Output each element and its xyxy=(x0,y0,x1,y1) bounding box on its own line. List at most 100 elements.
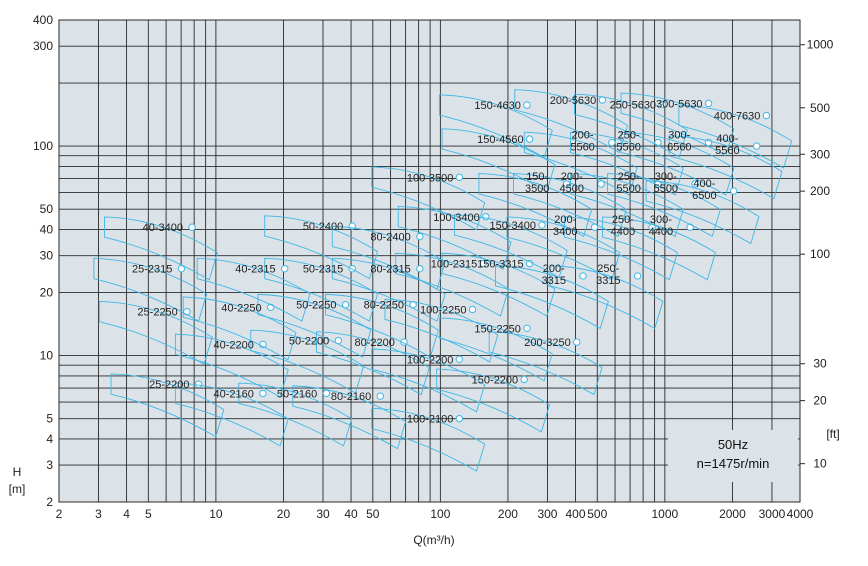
pump-model-label: 250-5500 xyxy=(616,171,640,195)
pump-model-label: 40-2160 xyxy=(213,388,253,400)
bep-marker xyxy=(597,180,605,188)
plot-area xyxy=(58,19,801,503)
bep-marker xyxy=(322,389,331,398)
pump-curve xyxy=(514,89,629,154)
pump-curve xyxy=(331,225,446,290)
bep-marker xyxy=(729,187,738,195)
bep-marker xyxy=(562,180,571,188)
x-tick-label: 3000 xyxy=(759,507,786,521)
pump-model-label: 400-6500 xyxy=(692,178,716,202)
pump-model-label: 200-3250 xyxy=(524,337,571,349)
pump-model-label: 100-2200 xyxy=(407,354,454,366)
pump-curve xyxy=(182,296,297,361)
pump-model-label: 100-2100 xyxy=(407,414,454,426)
pump-curve xyxy=(104,216,218,281)
bep-marker xyxy=(633,272,642,280)
x-tick-label: 5 xyxy=(145,507,152,521)
pump-model-label: 80-2200 xyxy=(355,337,395,349)
pump-curve xyxy=(678,104,793,169)
pump-model-label: 150-4630 xyxy=(474,100,521,112)
bep-marker xyxy=(416,264,424,273)
pump-curve xyxy=(331,257,446,322)
bep-marker xyxy=(573,338,581,346)
pump-curve xyxy=(371,348,486,413)
pump-model-label: 40-2200 xyxy=(213,339,253,351)
x-tick-label: 100 xyxy=(430,507,450,521)
pump-curve xyxy=(371,407,486,472)
bep-marker xyxy=(416,232,424,241)
pump-curve xyxy=(438,317,553,382)
pump-curve xyxy=(620,131,735,196)
pump-model-label: 150-2250 xyxy=(474,323,521,335)
pump-curve xyxy=(453,214,568,279)
bep-marker xyxy=(762,111,771,120)
pump-model-labels: 25-2200 25-2250 25-2315 40-3400 40-2160 40-22… xyxy=(132,95,760,426)
y-tick-label: 3 xyxy=(46,458,53,472)
y-axis-unit-label: [m] xyxy=(9,482,26,496)
bep-marker xyxy=(525,259,534,268)
pump-model-label: 100-3400 xyxy=(433,212,480,224)
bep-marker xyxy=(194,380,203,388)
x-tick-label: 20 xyxy=(277,507,291,521)
right-axis-unit-label: [ft] xyxy=(826,427,839,441)
pump-model-label: 50-2315 xyxy=(303,264,343,276)
pump-curve xyxy=(478,173,593,238)
y-tick-label: 400 xyxy=(33,13,53,27)
y-tick-label: 40 xyxy=(40,222,54,236)
y-tick-label: 30 xyxy=(40,249,54,263)
pump-model-label: 300-5630 xyxy=(656,98,703,110)
pump-model-label: 40-3400 xyxy=(143,222,183,234)
y-tick-label: 5 xyxy=(46,412,53,426)
x-tick-label: 40 xyxy=(344,507,358,521)
x-tick-label: 4000 xyxy=(787,507,814,521)
pump-model-label: 100-3500 xyxy=(407,172,454,184)
pump-model-label: 150-3400 xyxy=(489,220,536,232)
pump-curve xyxy=(174,333,289,398)
bep-marker xyxy=(691,180,699,188)
pump-model-label: 80-2400 xyxy=(370,232,410,244)
y-right-tick-label: 100 xyxy=(810,247,830,261)
pump-curve xyxy=(513,173,627,238)
y-tick-label: 50 xyxy=(40,202,54,216)
pump-curve xyxy=(495,265,609,330)
x-tick-label: 30 xyxy=(316,507,330,521)
pump-model-label: 150-2200 xyxy=(472,374,519,386)
y-right-tick-label: 10 xyxy=(813,457,827,471)
pump-model-label: 300-4400 xyxy=(649,214,673,238)
bep-marker xyxy=(177,264,186,273)
pump-curve xyxy=(384,298,499,363)
x-tick-label: 1000 xyxy=(652,507,679,521)
bep-marker xyxy=(280,264,289,273)
bep-marker xyxy=(482,213,490,221)
bep-marker xyxy=(188,223,196,231)
pump-curve xyxy=(620,92,735,157)
pump-curve xyxy=(488,331,603,396)
pump-model-label: 25-2250 xyxy=(137,307,177,319)
pump-curve xyxy=(264,215,379,280)
pump-model-label: 200-3400 xyxy=(553,214,577,238)
pump-curve xyxy=(441,252,556,317)
y-right-tick-label: 1000 xyxy=(807,38,834,52)
bep-marker xyxy=(752,142,761,150)
pump-model-label: 250-3315 xyxy=(596,263,620,287)
x-tick-label: 10 xyxy=(209,507,223,521)
pump-curve xyxy=(257,293,372,358)
pump-model-label: 400-7630 xyxy=(714,111,761,123)
pump-curve xyxy=(436,368,551,433)
pump-curve xyxy=(93,257,208,322)
pump-curves xyxy=(93,89,793,472)
pump-model-label: 300-6560 xyxy=(667,130,691,154)
pump-curve xyxy=(564,216,678,281)
pump-model-label: 150-3500 xyxy=(525,171,549,195)
x-tick-label: 300 xyxy=(537,507,557,521)
axis-ticks: 2 3 4 5 10 20 30 40 50 100 200 300 400 500 1000 2000 300… xyxy=(33,13,834,521)
x-tick-label: 500 xyxy=(587,507,607,521)
y-right-tick-label: 30 xyxy=(813,357,827,371)
y-right-tick-label: 20 xyxy=(813,394,827,408)
pump-model-label: 100-2315 xyxy=(431,259,478,271)
y-right-tick-label: 300 xyxy=(810,147,830,161)
pump-model-label: 25-2200 xyxy=(149,379,189,391)
pump-model-label: 80-2160 xyxy=(331,391,371,403)
bep-marker xyxy=(686,223,694,231)
y-tick-label: 2 xyxy=(46,495,53,509)
